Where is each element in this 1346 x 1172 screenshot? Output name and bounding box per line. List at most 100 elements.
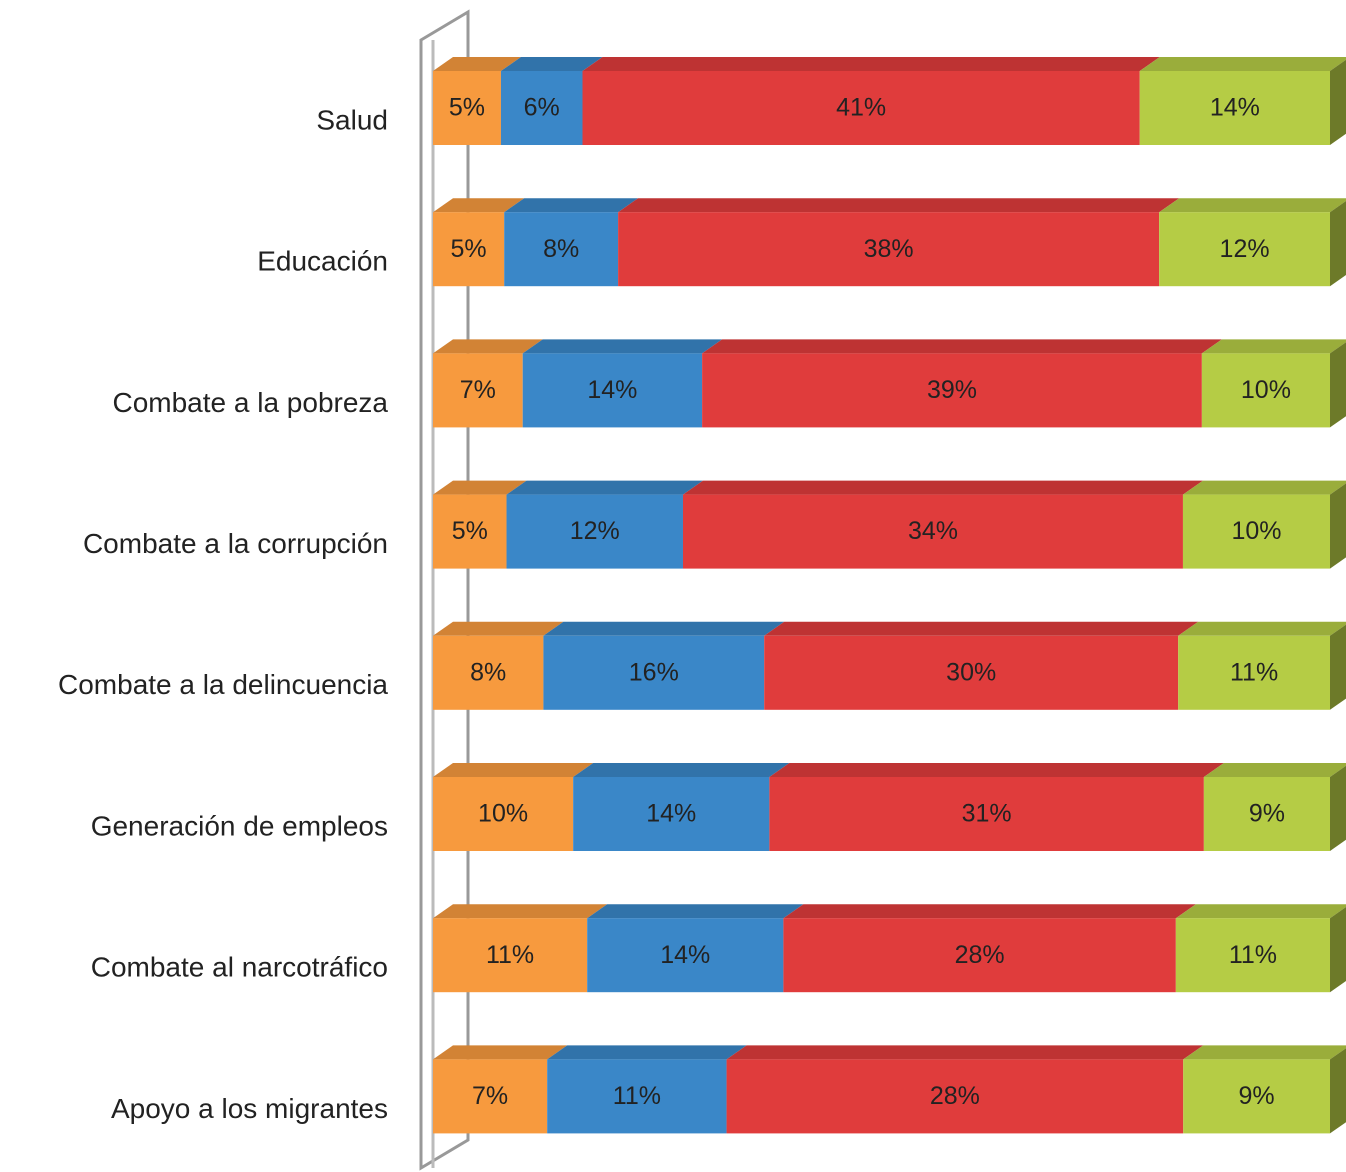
value-label: 7% [460, 376, 496, 404]
value-label: 30% [946, 658, 996, 686]
bar-top [1183, 1045, 1346, 1060]
bar-top [433, 1045, 568, 1060]
bar-top [769, 763, 1224, 777]
wall [419, 9, 470, 1171]
bar-top [433, 621, 564, 636]
category-label: Salud [316, 104, 388, 135]
value-label: 11% [1230, 658, 1278, 686]
bar [618, 212, 1160, 287]
bar-top [433, 480, 527, 495]
bar-top [433, 763, 594, 777]
bar-side [1330, 765, 1346, 851]
bar [433, 353, 523, 428]
value-label: 10% [1241, 376, 1291, 404]
category-label: Combate a la corrupción [83, 528, 388, 559]
value-label: 41% [836, 94, 886, 122]
category-label: Educación [257, 246, 388, 277]
bar-top [1201, 339, 1346, 354]
value-label: 5% [449, 94, 485, 122]
bar [500, 71, 583, 145]
bar-top [543, 621, 785, 636]
value-label: 14% [660, 941, 710, 969]
bar [764, 635, 1179, 710]
bar-top [726, 1045, 1204, 1060]
value-label: 34% [908, 517, 958, 545]
bar-top [582, 57, 1160, 71]
value-label: 9% [1239, 1082, 1275, 1110]
bar [702, 353, 1202, 428]
value-label: 11% [486, 941, 534, 969]
bar [433, 494, 507, 569]
bar-side [1330, 59, 1346, 145]
bar [543, 635, 765, 710]
bar [783, 918, 1176, 993]
bar-top [506, 480, 703, 495]
bar-top [702, 339, 1222, 354]
bar [726, 1059, 1184, 1134]
value-label: 16% [629, 658, 679, 686]
bar [547, 1059, 727, 1134]
bar [433, 918, 588, 993]
bar-top [764, 621, 1199, 636]
bar [1182, 494, 1330, 569]
bar-top [1178, 621, 1346, 636]
value-label: 28% [955, 941, 1005, 969]
bar-top [433, 198, 525, 213]
bar-top [682, 480, 1203, 495]
bar-top [522, 339, 723, 354]
bar [433, 635, 544, 710]
bar-top [504, 198, 639, 213]
bar-top [547, 1045, 747, 1060]
bar-side [1330, 907, 1346, 993]
value-label: 11% [613, 1082, 661, 1110]
bar [433, 212, 505, 287]
bar [582, 71, 1140, 145]
bar-top [1182, 480, 1346, 495]
bar [522, 353, 703, 428]
value-label: 14% [1210, 94, 1260, 122]
value-label: 14% [587, 376, 637, 404]
value-label: 12% [570, 517, 620, 545]
bar [682, 494, 1183, 569]
value-label: 8% [543, 235, 579, 263]
value-label: 10% [478, 800, 528, 828]
bar [1139, 71, 1330, 145]
value-label: 28% [930, 1082, 980, 1110]
category-label: Apoyo a los migrantes [111, 1093, 388, 1124]
value-label: 7% [472, 1082, 508, 1110]
bar [433, 71, 501, 145]
bar [1178, 635, 1330, 710]
category-label: Combate al narcotráfico [91, 952, 388, 983]
value-label: 38% [864, 235, 914, 263]
category-label: Generación de empleos [91, 810, 388, 841]
value-label: 6% [524, 94, 560, 122]
value-label: 8% [470, 658, 506, 686]
bar-top [587, 904, 804, 919]
bar [769, 777, 1204, 851]
value-label: 5% [451, 235, 487, 263]
category-label: Combate a la delincuencia [58, 669, 388, 700]
bar [433, 777, 574, 851]
bar [1175, 918, 1330, 993]
bar-side [1330, 483, 1346, 569]
value-label: 31% [962, 800, 1012, 828]
bar [1159, 212, 1330, 287]
bar-top [1159, 198, 1346, 213]
bar-top [433, 904, 608, 919]
bar-top [1203, 763, 1346, 777]
bar-top [433, 339, 543, 354]
value-label: 12% [1220, 235, 1270, 263]
bar-side [1330, 200, 1346, 287]
value-label: 5% [452, 517, 488, 545]
bar [1203, 777, 1330, 851]
bar-side [1330, 1048, 1346, 1134]
value-label: 14% [646, 800, 696, 828]
bar-side [1330, 624, 1346, 710]
bar [587, 918, 784, 993]
value-label: 39% [927, 376, 977, 404]
bar-top [500, 57, 603, 71]
bar [573, 777, 770, 851]
bar-top [433, 57, 521, 71]
bar-side [1330, 342, 1346, 428]
